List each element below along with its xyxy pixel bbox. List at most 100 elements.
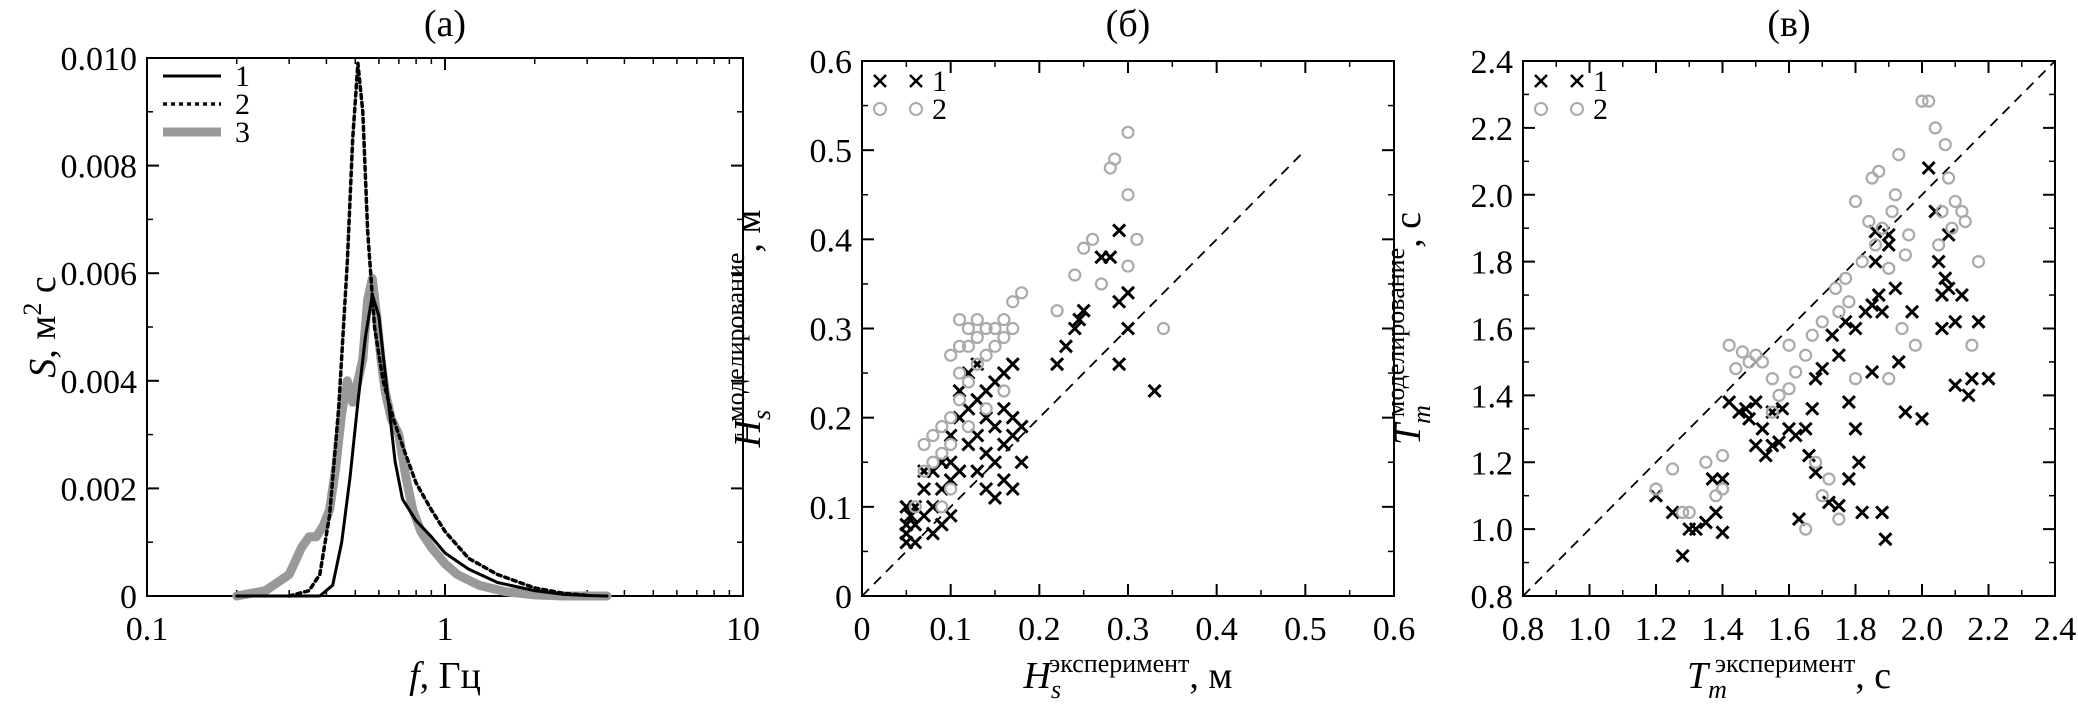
- panel-label: (а): [424, 3, 466, 45]
- y-tick-label: 0: [835, 579, 852, 616]
- legend-marker-1: [909, 74, 923, 88]
- point-x: [1758, 448, 1773, 463]
- point-x: [1748, 438, 1763, 453]
- point-o: [1935, 204, 1949, 219]
- series-line-3: [232, 274, 612, 601]
- point-x: [1058, 339, 1073, 354]
- point-o: [997, 330, 1011, 345]
- x-tick-label: 0.5: [1284, 611, 1327, 648]
- point-o: [1815, 315, 1829, 329]
- point-o: [935, 446, 949, 460]
- point-x: [1014, 419, 1029, 434]
- point-o: [935, 500, 949, 514]
- point-x: [1072, 312, 1087, 327]
- point-o: [1735, 345, 1750, 359]
- point-x: [1961, 388, 1976, 403]
- legend-marker-1: [873, 74, 887, 88]
- point-x: [1688, 522, 1703, 537]
- point-x: [1848, 321, 1863, 336]
- point-o: [917, 464, 931, 478]
- point-o: [1938, 137, 1952, 152]
- point-o: [1765, 405, 1779, 419]
- point-x: [1948, 378, 1963, 393]
- point-x: [1742, 411, 1757, 426]
- point-o: [1782, 382, 1796, 396]
- point-o: [952, 393, 967, 407]
- point-x: [908, 535, 923, 550]
- point-o: [1121, 188, 1135, 202]
- x-tick-label: 10: [726, 611, 760, 648]
- point-o: [1815, 489, 1829, 503]
- point-o: [970, 330, 984, 345]
- y-tick-label: 2.4: [1471, 44, 1514, 81]
- point-x: [1914, 411, 1930, 426]
- point-x: [987, 490, 1003, 505]
- point-x: [1821, 495, 1836, 510]
- point-x: [1815, 361, 1830, 376]
- point-o: [944, 437, 958, 452]
- point-x: [1875, 505, 1890, 520]
- point-x: [1904, 304, 1920, 319]
- point-x: [1748, 395, 1763, 410]
- point-x: [1076, 303, 1091, 318]
- point-x: [1147, 383, 1162, 398]
- point-o: [1848, 194, 1863, 209]
- x-tick-label: 0.6: [1373, 611, 1416, 648]
- point-o: [961, 321, 976, 336]
- point-o: [1077, 241, 1091, 255]
- point-x: [1805, 401, 1820, 416]
- point-x: [1841, 395, 1856, 410]
- point-o: [1068, 268, 1082, 282]
- y-tick-label: 1.6: [1471, 312, 1514, 349]
- point-o: [1848, 372, 1863, 386]
- panel-label: (б): [1106, 3, 1151, 45]
- x-tick-label: 1.8: [1834, 611, 1877, 648]
- point-x: [1665, 505, 1680, 520]
- point-x: [1005, 357, 1020, 372]
- point-x: [1103, 250, 1118, 265]
- x-tick-label: 1.0: [1568, 611, 1611, 648]
- series-line-2: [287, 61, 589, 598]
- legend-marker-2: [909, 102, 923, 116]
- point-o: [1915, 94, 1929, 108]
- point-x: [1067, 321, 1082, 336]
- legend-label-1: 1: [235, 60, 250, 93]
- y-tick-label: 0.3: [810, 312, 853, 349]
- point-o: [988, 339, 1002, 353]
- point-o: [1932, 238, 1946, 252]
- point-o: [1709, 489, 1723, 503]
- point-o: [1898, 248, 1912, 262]
- point-o: [1862, 214, 1876, 229]
- point-o: [1882, 261, 1896, 275]
- y-tick-label: 2.0: [1471, 178, 1514, 215]
- point-o: [1832, 305, 1846, 319]
- point-x: [1005, 481, 1020, 497]
- point-o: [1682, 505, 1696, 520]
- y-tick-label: 0.002: [61, 471, 138, 508]
- point-x: [1715, 471, 1730, 487]
- point-o: [1130, 232, 1144, 246]
- x-tick-label: 0.2: [1018, 611, 1061, 648]
- point-o: [1965, 338, 1979, 352]
- legend-marker-1: [1534, 74, 1548, 88]
- point-o: [970, 312, 984, 327]
- point-o: [1842, 295, 1856, 309]
- point-x: [1941, 227, 1956, 242]
- x-tick-label: 2.0: [1901, 611, 1944, 648]
- point-x: [1798, 421, 1813, 436]
- panel-c: (в) 0.8 1.0 1.2 1.4 1.6 1.8 2.0 2.2 2.4 0.8 1.0 1.2 1…: [1381, 3, 2076, 704]
- point-x: [1954, 288, 1969, 303]
- point-o: [1722, 338, 1736, 352]
- point-x: [1715, 525, 1730, 540]
- panel-a: (а) 0.1 1 10 0 0.002 0.004 0.006 0.008 0.010 f, Гц…: [18, 3, 760, 697]
- point-x: [1708, 505, 1723, 520]
- y-tick-label: 1.2: [1471, 445, 1514, 482]
- point-o: [1941, 171, 1956, 185]
- point-o: [1006, 321, 1020, 336]
- x-tick-label: 2.2: [1967, 611, 2010, 648]
- point-x: [1698, 515, 1713, 530]
- panel-b: (б) 0 0.1 0.2 0.3 0.4 0.5 0.6 0 0.1 0.2 0.3 0.4 0.5 0.…: [721, 3, 1415, 704]
- x-axis-label: Tmэксперимент, с: [1687, 649, 1891, 704]
- point-x: [1808, 465, 1823, 480]
- point-x: [1871, 288, 1886, 303]
